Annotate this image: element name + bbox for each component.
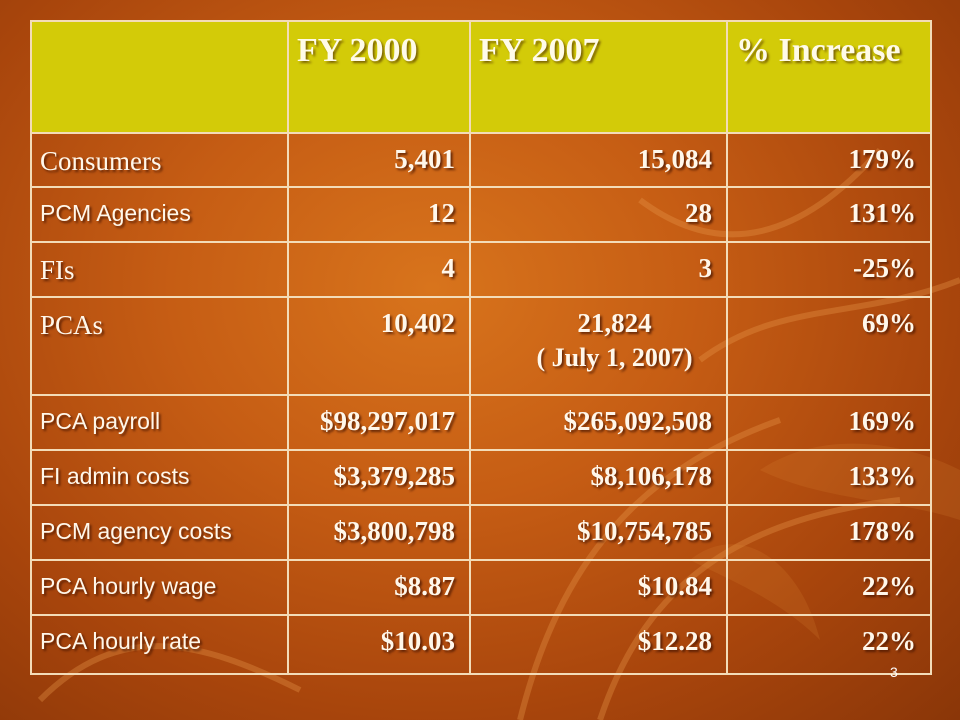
cell-fy2007: $12.28 xyxy=(469,614,728,675)
table-row: PCAs 10,402 21,824 ( July 1, 2007) 69% xyxy=(30,296,932,396)
cell-increase: 133% xyxy=(726,449,932,506)
table-row: FI admin costs $3,379,285 $8,106,178 133… xyxy=(30,449,932,506)
table-row: PCA hourly rate $10.03 $12.28 22% xyxy=(30,614,932,675)
header-corner-cell xyxy=(30,20,289,134)
cell-fy2000: $98,297,017 xyxy=(287,394,471,451)
table-row: PCA payroll $98,297,017 $265,092,508 169… xyxy=(30,394,932,451)
header-fy2007: FY 2007 xyxy=(469,20,728,134)
cell-fy2007: $265,092,508 xyxy=(469,394,728,451)
comparison-table: FY 2000 FY 2007 % Increase Consumers 5,4… xyxy=(30,20,932,675)
row-label: PCM agency costs xyxy=(30,504,289,561)
row-label: PCA payroll xyxy=(30,394,289,451)
cell-fy2007-with-note: 21,824 ( July 1, 2007) xyxy=(469,296,728,396)
table-row: PCM agency costs $3,800,798 $10,754,785 … xyxy=(30,504,932,561)
cell-increase: 131% xyxy=(726,186,932,243)
cell-fy2007: $8,106,178 xyxy=(469,449,728,506)
cell-increase: 22% xyxy=(726,614,932,675)
cell-note: ( July 1, 2007) xyxy=(536,343,693,372)
row-label: PCAs xyxy=(30,296,289,396)
cell-fy2007: 3 xyxy=(469,241,728,298)
cell-fy2007: 21,824 xyxy=(577,308,652,338)
cell-fy2007: $10.84 xyxy=(469,559,728,616)
cell-fy2000: $8.87 xyxy=(287,559,471,616)
cell-fy2000: 12 xyxy=(287,186,471,243)
cell-fy2007: $10,754,785 xyxy=(469,504,728,561)
table-row: PCA hourly wage $8.87 $10.84 22% xyxy=(30,559,932,616)
header-percent-increase: % Increase xyxy=(726,20,932,134)
table-row: FIs 4 3 -25% xyxy=(30,241,932,298)
header-fy2000: FY 2000 xyxy=(287,20,471,134)
row-label: PCM Agencies xyxy=(30,186,289,243)
slide-page-number: 3 xyxy=(890,664,898,680)
cell-fy2007: 15,084 xyxy=(469,132,728,188)
table-header-row: FY 2000 FY 2007 % Increase xyxy=(30,20,932,134)
cell-increase: 179% xyxy=(726,132,932,188)
row-label: PCA hourly wage xyxy=(30,559,289,616)
cell-increase: 22% xyxy=(726,559,932,616)
row-label: PCA hourly rate xyxy=(30,614,289,675)
cell-fy2000: $3,800,798 xyxy=(287,504,471,561)
table-row: PCM Agencies 12 28 131% xyxy=(30,186,932,243)
cell-fy2000: 10,402 xyxy=(287,296,471,396)
cell-fy2000: $3,379,285 xyxy=(287,449,471,506)
cell-fy2000: 5,401 xyxy=(287,132,471,188)
row-label: Consumers xyxy=(30,132,289,188)
row-label: FIs xyxy=(30,241,289,298)
table-row: Consumers 5,401 15,084 179% xyxy=(30,132,932,188)
cell-fy2007: 28 xyxy=(469,186,728,243)
cell-increase: 178% xyxy=(726,504,932,561)
cell-fy2000: $10.03 xyxy=(287,614,471,675)
cell-fy2000: 4 xyxy=(287,241,471,298)
cell-increase: -25% xyxy=(726,241,932,298)
cell-increase: 169% xyxy=(726,394,932,451)
row-label: FI admin costs xyxy=(30,449,289,506)
cell-increase: 69% xyxy=(726,296,932,396)
